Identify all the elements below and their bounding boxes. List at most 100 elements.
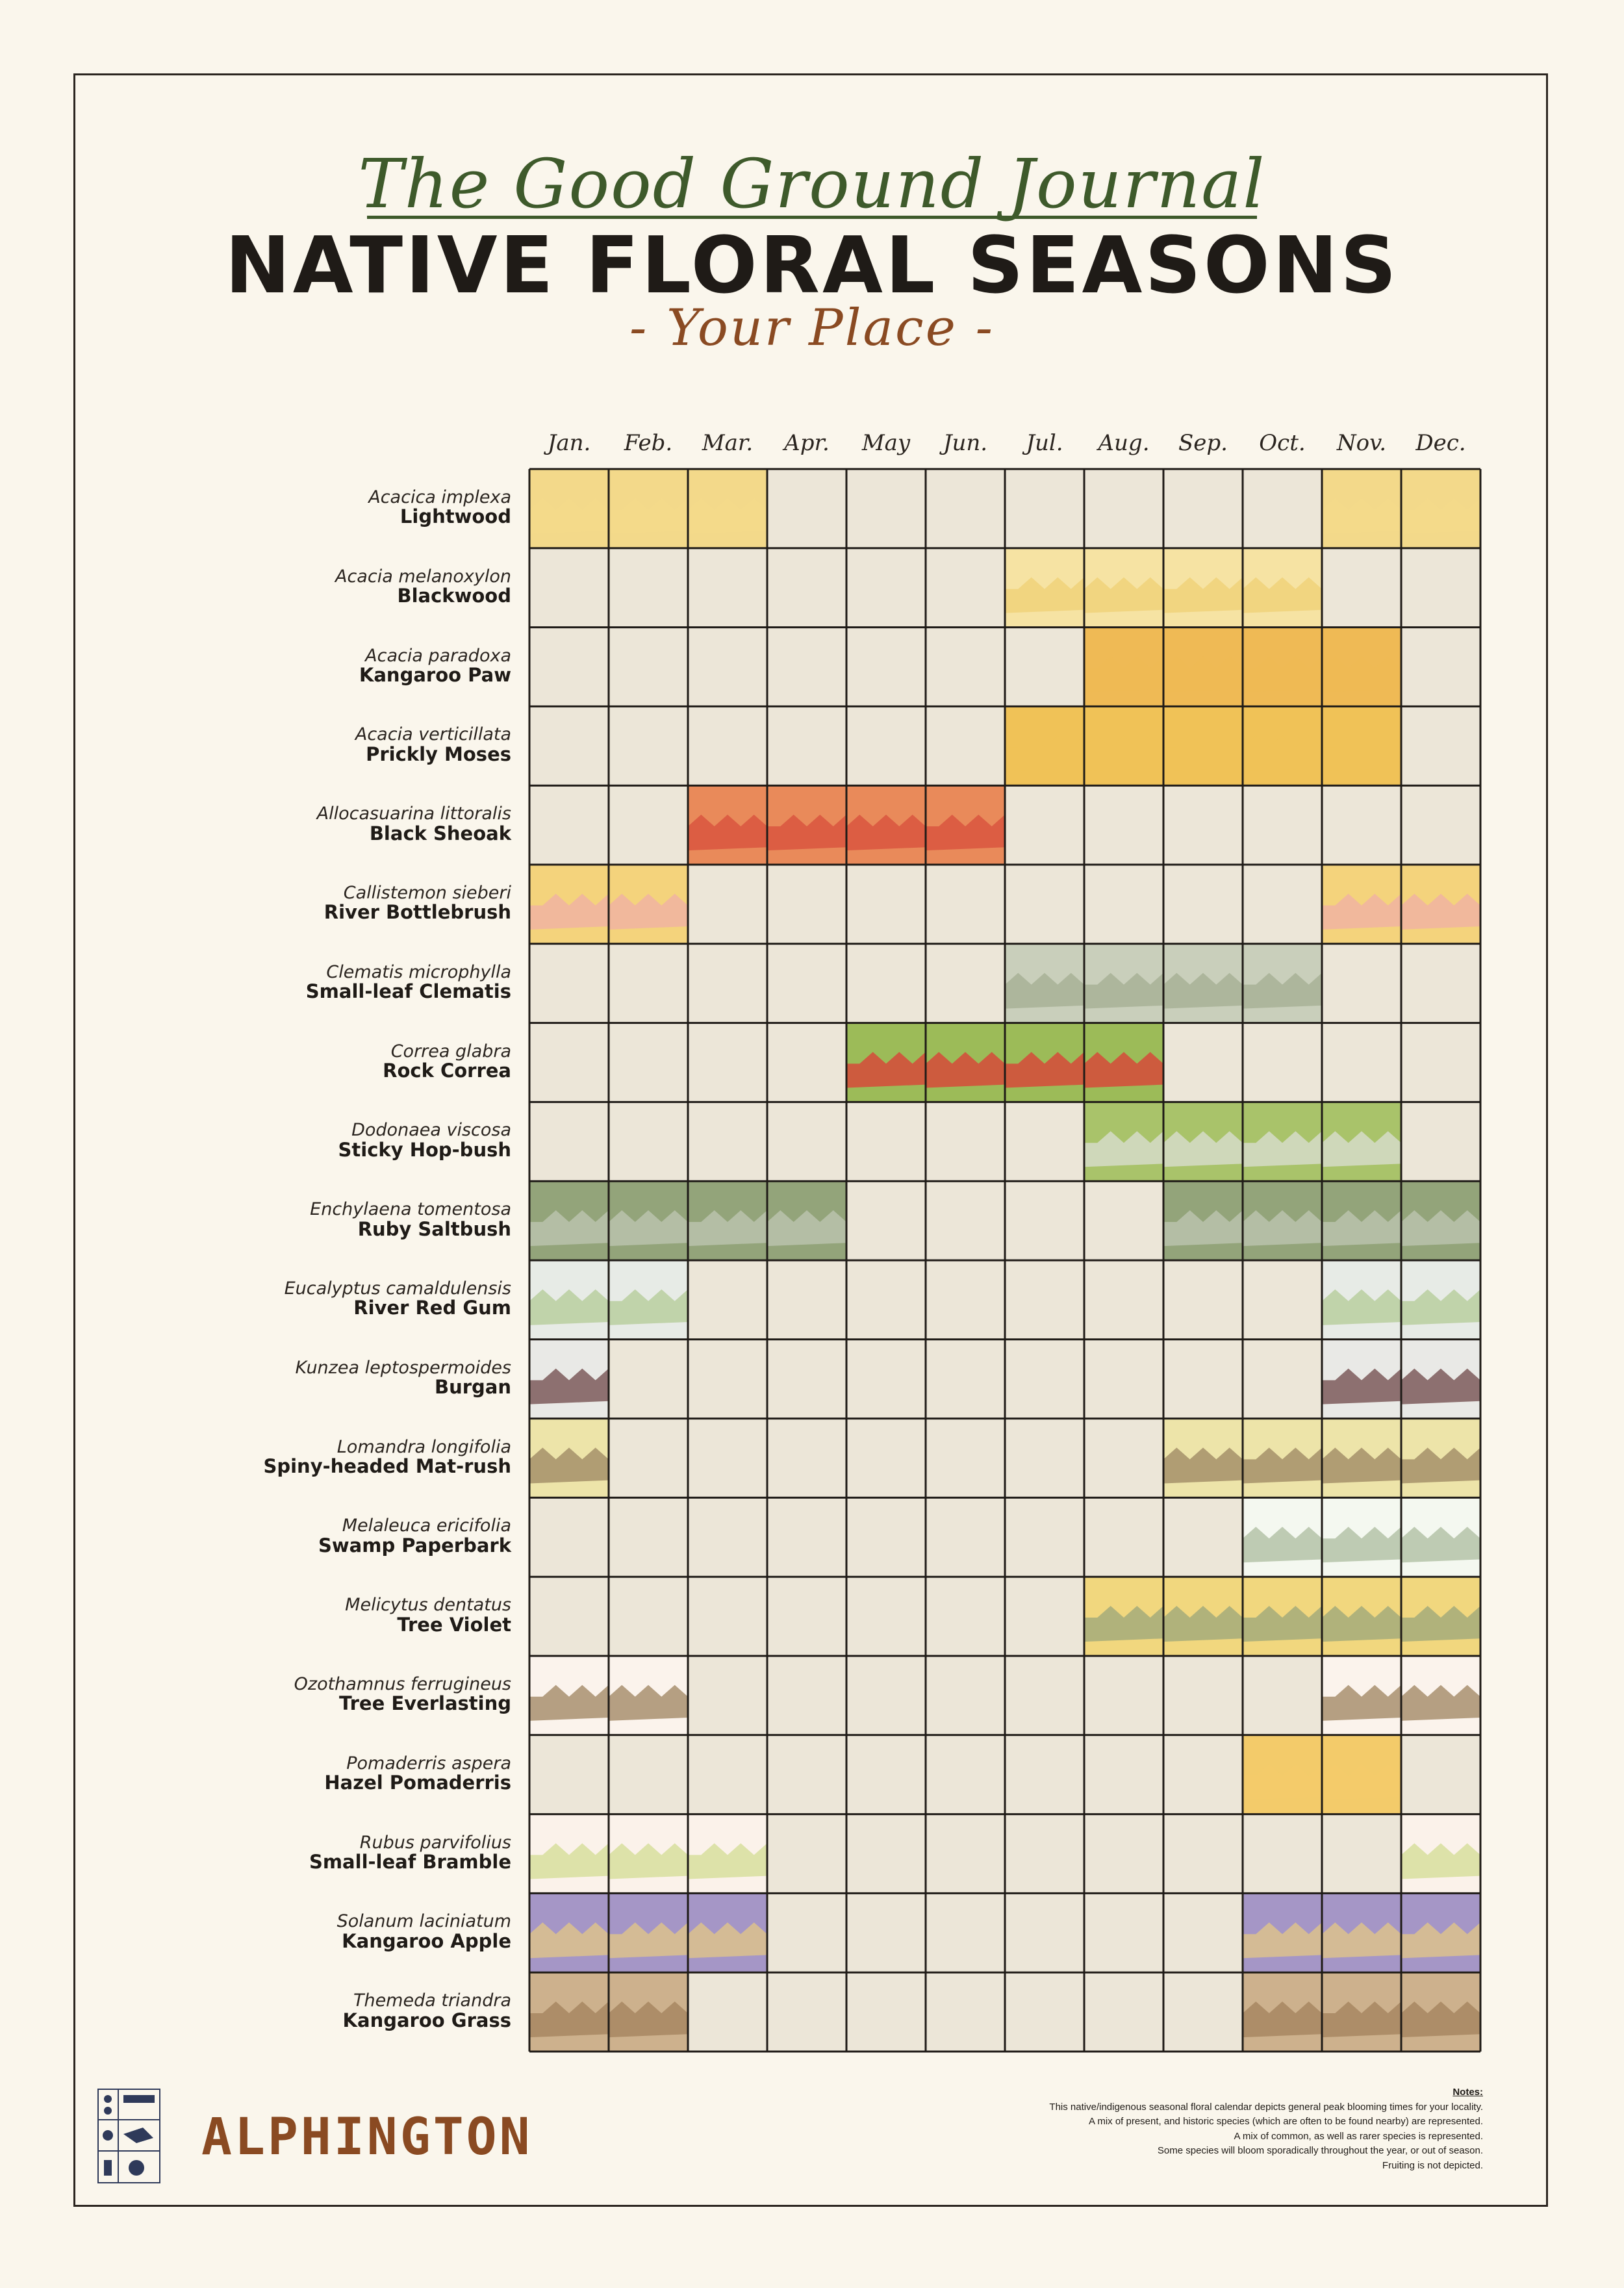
empty-cell — [1401, 706, 1480, 786]
cell-background — [1084, 1339, 1163, 1419]
cell-background — [1243, 1339, 1322, 1419]
bloom-texture — [1163, 1210, 1243, 1247]
bloom-fill — [1243, 1102, 1322, 1182]
empty-cell — [926, 1577, 1005, 1656]
empty-cell — [1005, 1102, 1084, 1182]
empty-cell — [846, 469, 926, 548]
cell-background — [1243, 1023, 1322, 1102]
cell-background — [1005, 1497, 1084, 1577]
empty-cell — [1084, 469, 1163, 548]
bloom-texture — [609, 1684, 688, 1721]
bloom-texture — [529, 1289, 609, 1325]
cell-background — [1005, 1972, 1084, 2052]
bloom-cell — [1322, 1577, 1401, 1656]
cell-background — [846, 1418, 926, 1498]
species-label: Solanum laciniatum Kangaroo Apple — [195, 1913, 511, 1951]
cell-background — [767, 1814, 846, 1894]
bloom-cell — [688, 1893, 767, 1973]
species-common-name: Ruby Saltbush — [357, 1217, 511, 1240]
bloom-cell — [688, 1181, 767, 1260]
bloom-cell — [1401, 1418, 1480, 1498]
bloom-texture — [846, 815, 926, 851]
cell-background — [1322, 785, 1401, 865]
cell-background — [1243, 865, 1322, 944]
empty-cell — [1401, 548, 1480, 628]
bloom-fill — [767, 785, 846, 865]
empty-cell — [1005, 1418, 1084, 1498]
cell-background — [767, 1735, 846, 1814]
bloom-cell — [1084, 1023, 1163, 1102]
bloom-cell — [1243, 1418, 1322, 1498]
bloom-texture — [1243, 1922, 1322, 1959]
empty-cell — [1163, 865, 1243, 944]
cell-background — [767, 1023, 846, 1102]
bloom-cell — [767, 1181, 846, 1260]
cell-background — [767, 548, 846, 628]
empty-cell — [767, 1260, 846, 1340]
empty-cell — [1084, 1735, 1163, 1814]
empty-cell — [1163, 1814, 1243, 1894]
bloom-cell — [1322, 469, 1401, 548]
bloom-texture — [1401, 1922, 1480, 1959]
empty-cell — [1401, 785, 1480, 865]
empty-cell — [846, 1339, 926, 1419]
bloom-cell — [1243, 1893, 1322, 1973]
species-label: Acacia verticillata Prickly Moses — [195, 724, 511, 765]
bloom-texture — [1243, 1210, 1322, 1247]
bloom-cell — [1322, 627, 1401, 707]
bloom-texture — [1084, 972, 1163, 1009]
bloom-cell — [1243, 943, 1322, 1023]
species-scientific-name: Acacia verticillata — [355, 724, 511, 745]
cell-background — [688, 627, 767, 707]
bloom-texture — [1163, 656, 1243, 693]
species-label: Themeda triandra Kangaroo Grass — [195, 1991, 511, 2030]
cell-background — [846, 1339, 926, 1419]
species-label: Pomaderris aspera Hazel Pomaderris — [195, 1754, 511, 1793]
empty-cell — [767, 1023, 846, 1102]
species-common-name: Small-leaf Clematis — [305, 980, 511, 1003]
species-label: Correa glabra Rock Correa — [195, 1042, 511, 1081]
cell-background — [1084, 1735, 1163, 1814]
species-label: Clematis microphylla Small-leaf Clematis — [195, 963, 511, 1002]
bloom-cell — [1401, 1972, 1480, 2052]
bloom-cell — [1322, 1181, 1401, 1260]
species-common-name: Blackwood — [397, 585, 512, 607]
cell-background — [846, 1814, 926, 1894]
bloom-texture — [1322, 1606, 1401, 1642]
bloom-texture — [688, 1843, 767, 1879]
cell-background — [926, 1814, 1005, 1894]
cell-background — [1243, 1260, 1322, 1340]
bloom-fill — [688, 1814, 767, 1894]
empty-cell — [926, 943, 1005, 1023]
bloom-cell — [1322, 1735, 1401, 1814]
empty-cell — [846, 1102, 926, 1182]
bloom-texture — [1084, 656, 1163, 693]
empty-cell — [926, 1339, 1005, 1419]
empty-cell — [767, 1418, 846, 1498]
species-common-name: Tree Everlasting — [339, 1692, 511, 1715]
empty-cell — [767, 865, 846, 944]
bloom-texture — [1243, 972, 1322, 1009]
empty-cell — [609, 1577, 688, 1656]
bloom-fill — [1163, 1181, 1243, 1260]
bloom-texture — [529, 498, 609, 534]
empty-cell — [1243, 1656, 1322, 1735]
cell-background — [529, 785, 609, 865]
species-scientific-name: Ozothamnus ferrugineus — [294, 1674, 511, 1694]
empty-cell — [767, 548, 846, 628]
cell-background — [1163, 865, 1243, 944]
species-scientific-name: Rubus parvifolius — [359, 1832, 511, 1853]
bloom-cell — [609, 1260, 688, 1340]
empty-cell — [846, 548, 926, 628]
bloom-fill — [1322, 1497, 1401, 1577]
species-common-name: Black Sheoak — [369, 822, 511, 845]
cell-background — [846, 1181, 926, 1260]
cell-background — [609, 1339, 688, 1419]
bloom-texture — [609, 498, 688, 534]
note-line: This native/indigenous seasonal floral c… — [1049, 2101, 1483, 2113]
empty-cell — [846, 1814, 926, 1894]
cell-background — [609, 1102, 688, 1182]
bloom-texture — [688, 1922, 767, 1959]
empty-cell — [926, 1181, 1005, 1260]
bloom-cell — [529, 1339, 609, 1419]
